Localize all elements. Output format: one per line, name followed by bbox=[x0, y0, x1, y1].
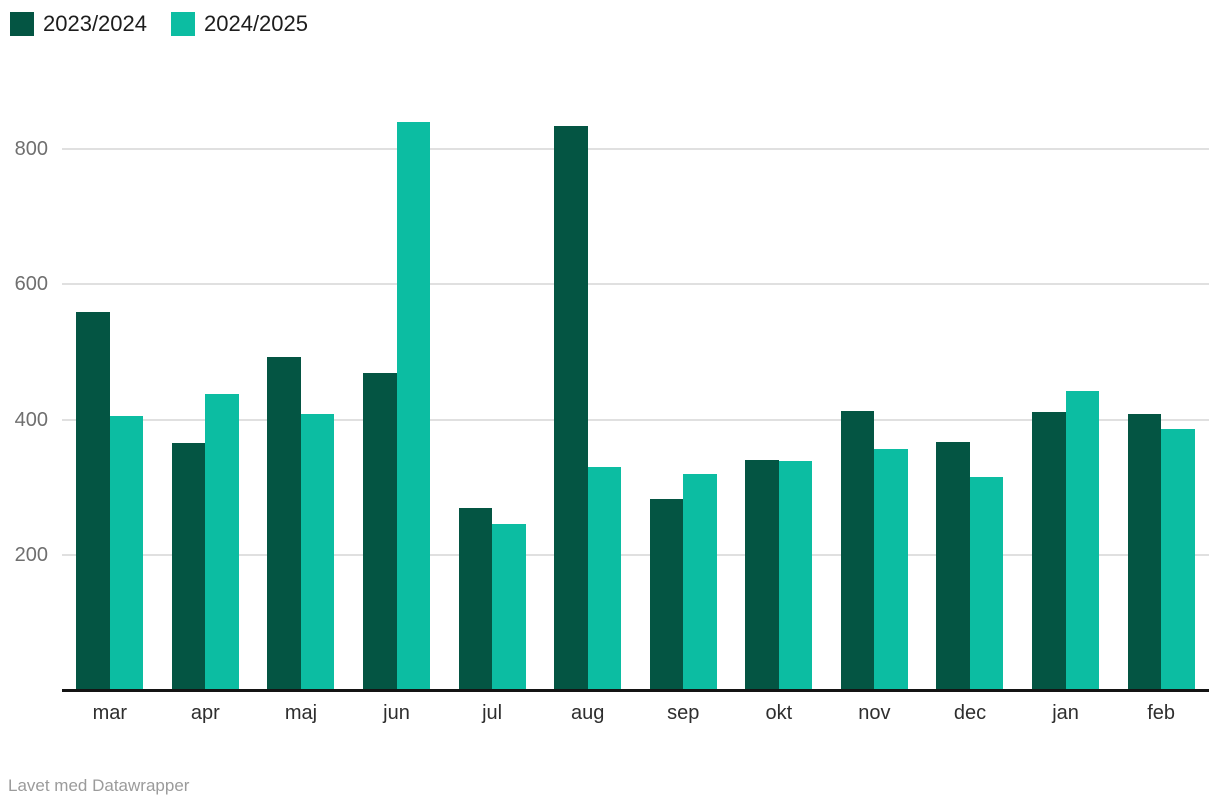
bar-2024/2025-apr bbox=[205, 393, 239, 690]
x-tick-label-jun: jun bbox=[383, 702, 410, 724]
legend-item-2024/2025: 2024/2025 bbox=[171, 11, 308, 37]
bar-2024/2025-jan bbox=[1065, 390, 1100, 690]
bar-group-jul bbox=[444, 102, 540, 690]
bar-2023/2024-aug bbox=[554, 125, 588, 690]
y-tick-label-400: 400 bbox=[14, 408, 48, 431]
x-tick-label-dec: dec bbox=[953, 702, 987, 724]
x-tick-label-jul: jul bbox=[482, 702, 503, 724]
x-tick-label-apr: apr bbox=[190, 702, 220, 724]
bar-2024/2025-okt bbox=[778, 460, 813, 690]
bar-2024/2025-jul bbox=[492, 523, 526, 690]
bar-group-apr bbox=[158, 102, 254, 690]
bar-group-jan bbox=[1018, 102, 1114, 690]
bar-2024/2025-aug bbox=[587, 466, 622, 690]
bar-2023/2024-dec bbox=[936, 441, 970, 690]
bar-group-feb bbox=[1113, 102, 1209, 690]
bar-2024/2025-nov bbox=[874, 449, 908, 690]
legend-label: 2024/2025 bbox=[204, 11, 308, 36]
legend-item-2023/2024: 2023/2024 bbox=[10, 11, 147, 37]
bar-2024/2025-feb bbox=[1161, 429, 1195, 690]
x-tick-label-mar: mar bbox=[92, 702, 128, 724]
legend-label: 2023/2024 bbox=[43, 11, 147, 36]
legend: 2023/2024 2024/2025 bbox=[10, 11, 308, 37]
x-axis-baseline bbox=[62, 689, 1209, 692]
x-tick-label-feb: feb bbox=[1147, 702, 1176, 724]
bar-2023/2024-apr bbox=[171, 443, 206, 690]
bar-series bbox=[62, 102, 1209, 690]
y-tick-label-800: 800 bbox=[14, 138, 48, 161]
x-tick-label-jan: jan bbox=[1052, 702, 1079, 724]
bar-2023/2024-mar bbox=[76, 312, 110, 690]
bar-2024/2025-sep bbox=[683, 473, 717, 690]
x-axis: mar apr maj jun jul aug sep okt nov dec jan feb bbox=[62, 700, 1209, 726]
bar-group-okt bbox=[731, 102, 827, 690]
bar-2023/2024-jul bbox=[458, 507, 493, 690]
bar-2023/2024-jan bbox=[1032, 411, 1066, 690]
plot-area bbox=[62, 102, 1209, 692]
bar-group-aug bbox=[540, 102, 636, 690]
bar-2023/2024-feb bbox=[1127, 414, 1162, 690]
gridline-400 bbox=[62, 418, 1209, 421]
y-tick-label-200: 200 bbox=[14, 543, 48, 566]
bar-group-nov bbox=[827, 102, 923, 690]
gridline-200 bbox=[62, 553, 1209, 556]
x-tick-label-okt: okt bbox=[765, 702, 793, 724]
x-tick-label-nov: nov bbox=[858, 702, 891, 724]
bar-2023/2024-maj bbox=[267, 356, 301, 690]
bar-group-mar bbox=[62, 102, 158, 690]
bar-2023/2024-okt bbox=[745, 460, 779, 690]
y-tick-label-600: 600 bbox=[14, 273, 48, 296]
x-tick-label-sep: sep bbox=[667, 702, 700, 724]
gridline-600 bbox=[62, 283, 1209, 286]
bar-group-maj bbox=[253, 102, 349, 690]
bar-2023/2024-nov bbox=[840, 410, 875, 690]
legend-swatch-2024/2025 bbox=[171, 12, 195, 36]
bar-2024/2025-mar bbox=[109, 415, 144, 690]
x-tick-label-maj: maj bbox=[284, 702, 318, 724]
bar-group-sep bbox=[635, 102, 731, 690]
bar-group-dec bbox=[922, 102, 1018, 690]
bar-2024/2025-jun bbox=[396, 121, 431, 690]
bar-2024/2025-maj bbox=[300, 413, 335, 690]
gridline-800 bbox=[62, 148, 1209, 151]
x-tick-label-aug: aug bbox=[570, 702, 605, 724]
bar-2023/2024-sep bbox=[649, 499, 684, 690]
legend-swatch-2023/2024 bbox=[10, 12, 34, 36]
bar-2023/2024-jun bbox=[363, 373, 397, 690]
bar-2024/2025-dec bbox=[969, 477, 1004, 690]
bar-group-jun bbox=[349, 102, 445, 690]
datawrapper-attribution-link[interactable]: Lavet med Datawrapper bbox=[8, 776, 190, 795]
